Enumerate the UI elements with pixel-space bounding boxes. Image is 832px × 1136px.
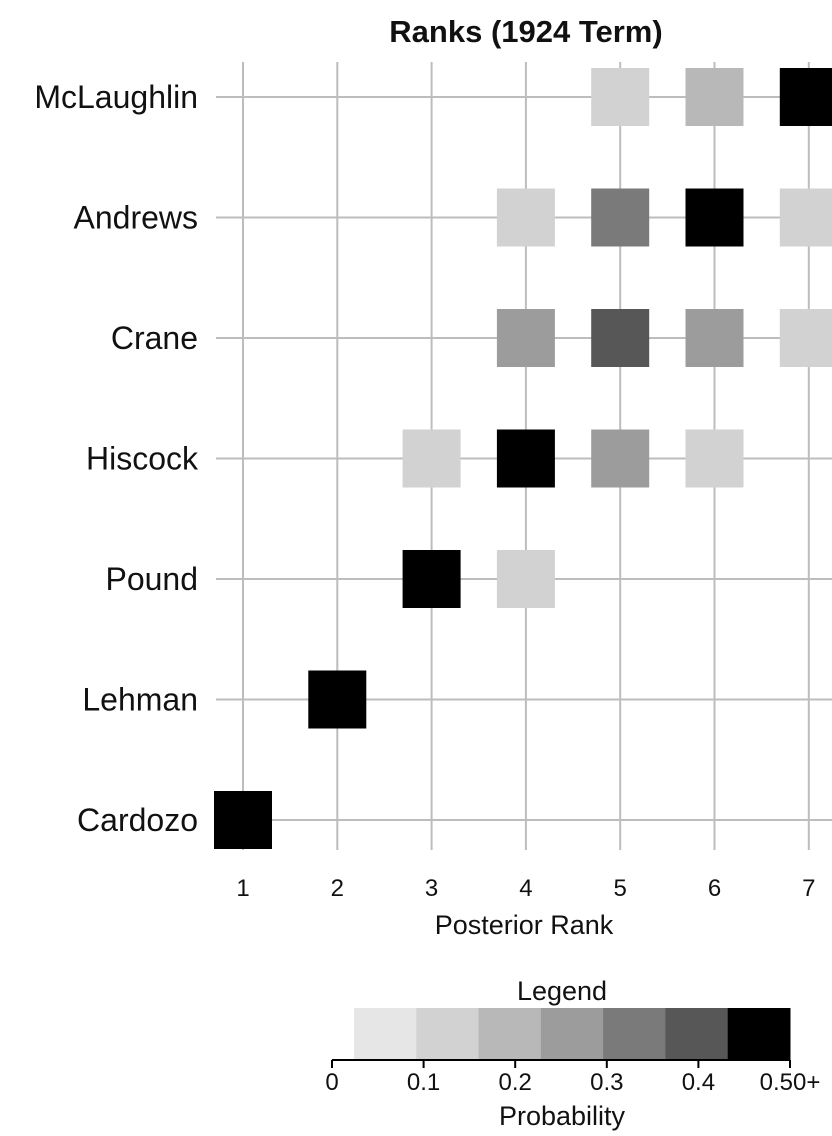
heatmap-cell (685, 309, 744, 367)
legend-tick-label: 0.2 (499, 1069, 532, 1096)
legend-swatch (603, 1008, 666, 1060)
legend-swatch (354, 1008, 417, 1060)
legend-swatch (540, 1008, 604, 1060)
legend-tick-label: 0 (325, 1069, 338, 1096)
heatmap-cell (779, 188, 832, 247)
y-tick-label: McLaughlin (34, 79, 198, 115)
legend-title: Legend (517, 976, 607, 1006)
heatmap-cell (779, 68, 832, 126)
heatmap-cell (591, 188, 650, 247)
heatmap-cell (496, 550, 555, 608)
heatmap-cells (214, 68, 832, 849)
legend-tick-label: 0.4 (682, 1069, 715, 1096)
chart-title: Ranks (1924 Term) (389, 14, 662, 49)
heatmap-cell (685, 68, 744, 126)
heatmap-cell (591, 68, 650, 126)
legend-tick-label: 0.1 (407, 1069, 440, 1096)
heatmap-cell (779, 309, 832, 367)
legend-tick-label: 0.50+ (760, 1069, 821, 1096)
heatmap-cell (308, 670, 367, 729)
heatmap-cell (402, 429, 461, 488)
heatmap-cell (214, 791, 272, 849)
x-axis-title: Posterior Rank (435, 910, 614, 940)
legend-color-bar (354, 1008, 791, 1060)
y-tick-label: Cardozo (77, 802, 198, 838)
heatmap-cell (591, 309, 650, 367)
y-tick-label: Hiscock (86, 441, 199, 477)
x-axis-labels: 1 2 3 4 5 6 7 (236, 875, 815, 902)
heatmap-cell (591, 429, 650, 488)
heatmap-cell (496, 309, 555, 367)
y-axis-labels: McLaughlin Andrews Crane Hiscock Pound Lehman… (34, 79, 199, 838)
x-tick-label: 7 (802, 875, 815, 902)
y-tick-label: Pound (105, 561, 198, 597)
legend-axis: 0 0.1 0.2 0.3 0.4 0.50+ (325, 1059, 821, 1096)
heatmap-cell (685, 188, 744, 247)
legend-axis-title: Probability (499, 1101, 626, 1131)
y-tick-label: Andrews (74, 200, 199, 236)
legend-swatch (727, 1008, 791, 1060)
y-tick-label: Lehman (82, 682, 198, 718)
legend-swatch (416, 1008, 480, 1060)
heatmap-cell (496, 429, 555, 488)
x-tick-label: 5 (614, 875, 627, 902)
legend-swatch (478, 1008, 542, 1060)
x-tick-label: 3 (425, 875, 438, 902)
legend-tick-label: 0.3 (590, 1069, 623, 1096)
heatmap-cell (496, 188, 555, 247)
heatmap-cell (402, 550, 461, 608)
legend-swatch (665, 1008, 729, 1060)
x-tick-label: 2 (331, 875, 344, 902)
x-tick-label: 6 (708, 875, 721, 902)
legend: Legend 0 0.1 0.2 0.3 0.4 0.50+ Probability (325, 976, 820, 1131)
heatmap-cell (685, 429, 744, 488)
x-tick-label: 4 (519, 875, 532, 902)
y-tick-label: Crane (111, 320, 198, 356)
x-tick-label: 1 (236, 875, 249, 902)
